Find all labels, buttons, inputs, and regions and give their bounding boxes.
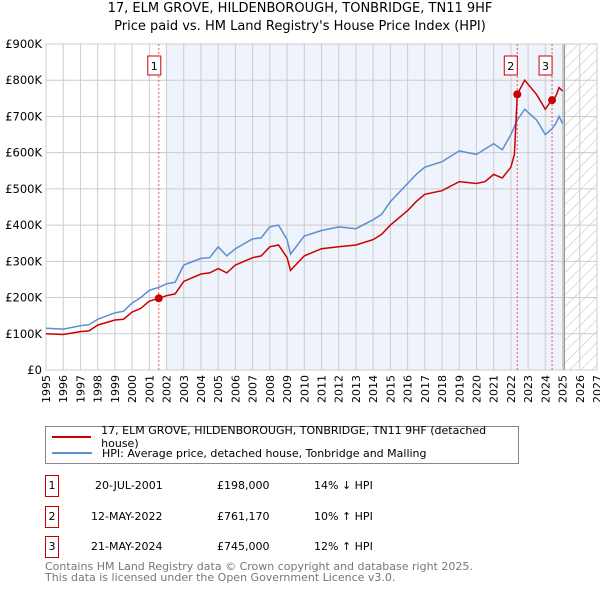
y-tick-label: £800K <box>5 73 42 87</box>
sale-number: 2 <box>45 506 59 528</box>
hpi-line <box>45 108 564 330</box>
y-tick-label: £900K <box>5 37 42 51</box>
y-tick-label: £600K <box>5 146 42 160</box>
x-tick-label: 2011 <box>316 375 329 403</box>
plot-area: 1995 1996 1997 1998 1999 2000 2001 2002 2003 2004… <box>5 37 600 403</box>
legend-swatch-hpi <box>52 452 92 454</box>
y-tick-label: £200K <box>5 291 42 305</box>
sale-date: 21-MAY-2024 <box>91 540 163 553</box>
x-tick-label: 2023 <box>522 375 535 403</box>
x-tick-label: 2008 <box>264 375 277 403</box>
legend-label-hpi: HPI: Average price, detached house, Tonb… <box>102 446 427 460</box>
sale-label-box <box>503 55 518 76</box>
legend-label-property: 17, ELM GROVE, HILDENBOROUGH, TONBRIDGE,… <box>101 424 487 450</box>
sale-label-box <box>538 55 553 76</box>
sale-number: 3 <box>45 536 59 558</box>
sale-label: 1 <box>151 60 158 73</box>
sale-point <box>513 90 522 99</box>
x-tick-label: 2003 <box>178 375 191 403</box>
x-tick-label: 2017 <box>419 375 432 403</box>
x-tick-label: 2016 <box>402 375 415 403</box>
legend: 17, ELM GROVE, HILDENBOROUGH, TONBRIDGE,… <box>45 424 519 464</box>
x-tick-label: 2022 <box>505 375 518 403</box>
x-tick-label: 1997 <box>74 375 87 403</box>
x-tick-label: 2019 <box>453 375 466 403</box>
sale-label-box <box>147 55 162 76</box>
sale-point <box>154 294 163 303</box>
y-tick-label: £700K <box>5 109 42 123</box>
chart-subtitle: Price paid vs. HM Land Registry's House … <box>114 19 486 34</box>
sale-hpi: 10% ↑ HPI <box>314 510 373 523</box>
plot-frame <box>45 43 598 371</box>
sale-date: 20-JUL-2001 <box>95 479 163 492</box>
x-tick-label: 1996 <box>57 375 70 403</box>
sale-price: £198,000 <box>217 479 270 492</box>
x-tick-label: 2013 <box>350 375 363 403</box>
sale-price: £761,170 <box>217 510 270 523</box>
x-tick-label: 2026 <box>574 375 587 403</box>
footer-licence: This data is licensed under the Open Gov… <box>45 571 396 584</box>
x-tick-label: 2020 <box>470 375 483 403</box>
sale-date: 12-MAY-2022 <box>91 510 163 523</box>
x-tick-label: 2018 <box>436 375 449 403</box>
x-tick-label: 2021 <box>488 375 501 403</box>
x-tick-label: 2000 <box>126 375 139 403</box>
y-tick-label: £400K <box>5 218 42 232</box>
x-tick-label: 1998 <box>92 375 105 403</box>
legend-swatch-property <box>52 436 92 438</box>
sale-price: £745,000 <box>217 540 270 553</box>
chart-title: 17, ELM GROVE, HILDENBOROUGH, TONBRIDGE,… <box>107 1 493 16</box>
footer-copyright: Contains HM Land Registry data © Crown c… <box>45 560 473 573</box>
x-tick-label: 2014 <box>367 375 380 403</box>
forecast-hatch <box>564 44 597 370</box>
x-tick-label: 2012 <box>333 375 346 403</box>
sale-label: 3 <box>542 60 549 73</box>
x-tick-label: 2007 <box>247 375 260 403</box>
x-tick-label: 2009 <box>281 375 294 403</box>
sale-hpi: 14% ↓ HPI <box>314 479 373 492</box>
x-tick-label: 2001 <box>143 375 156 403</box>
x-tick-label: 2025 <box>557 375 570 403</box>
y-tick-label: £500K <box>5 182 42 196</box>
y-tick-label: £100K <box>5 327 42 341</box>
x-tick-label: 1995 <box>40 375 53 403</box>
x-tick-label: 2015 <box>384 375 397 403</box>
x-tick-label: 2006 <box>229 375 242 403</box>
sale-label: 2 <box>507 60 514 73</box>
x-tick-label: 2002 <box>161 375 174 403</box>
sale-number: 1 <box>45 475 59 497</box>
sale-hpi: 12% ↑ HPI <box>314 540 373 553</box>
x-tick-label: 2024 <box>539 375 552 403</box>
y-tick-label: £0 <box>27 363 42 377</box>
x-tick-label: 2010 <box>298 375 311 403</box>
x-tick-label: 1999 <box>109 375 122 403</box>
x-tick-label: 2004 <box>195 375 208 403</box>
sale-point <box>548 96 557 105</box>
x-tick-label: 2027 <box>591 375 600 403</box>
shaded-region <box>166 44 565 370</box>
x-tick-label: 2005 <box>212 375 225 403</box>
property-price-line <box>45 78 564 336</box>
y-tick-label: £300K <box>5 254 42 268</box>
